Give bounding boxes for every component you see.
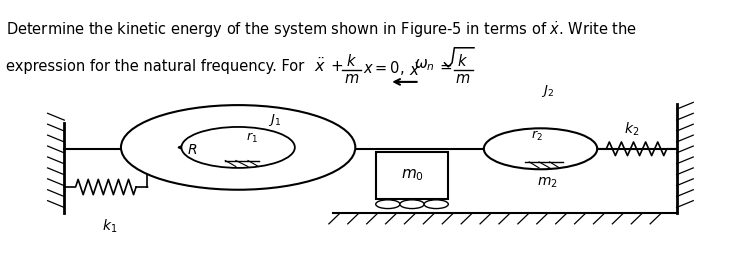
Text: $m_2$: $m_2$ [537,176,557,190]
Text: $\ddot{x}$: $\ddot{x}$ [314,57,326,75]
Text: $r_1$: $r_1$ [246,130,258,145]
Text: $k$: $k$ [457,53,468,69]
Circle shape [400,200,424,209]
Text: expression for the natural frequency. For: expression for the natural frequency. Fo… [6,59,309,74]
Circle shape [376,200,400,209]
Text: $r_2$: $r_2$ [531,129,543,143]
Text: $\dot{x}$: $\dot{x}$ [408,61,420,79]
Text: $k_2$: $k_2$ [624,121,639,138]
Circle shape [424,200,448,209]
Text: Determine the kinetic energy of the system shown in Figure-5 in terms of $\dot{x: Determine the kinetic energy of the syst… [6,19,637,40]
Text: $k$: $k$ [346,53,357,69]
Text: $J_1$: $J_1$ [268,112,281,128]
Bar [376,152,448,199]
Circle shape [484,128,597,169]
Text: $m$: $m$ [455,71,470,86]
Text: $m$: $m$ [344,71,359,86]
Circle shape [121,105,355,190]
Text: $=$: $=$ [437,59,453,74]
Text: $+$: $+$ [330,59,343,74]
Text: $R$: $R$ [187,143,198,157]
Circle shape [181,127,295,168]
Text: $x = 0,$: $x = 0,$ [363,59,404,77]
Text: $m_0$: $m_0$ [401,168,424,183]
Text: $k_1$: $k_1$ [102,218,117,235]
Text: $\omega_n$: $\omega_n$ [414,57,435,73]
Text: $J_2$: $J_2$ [541,83,553,99]
